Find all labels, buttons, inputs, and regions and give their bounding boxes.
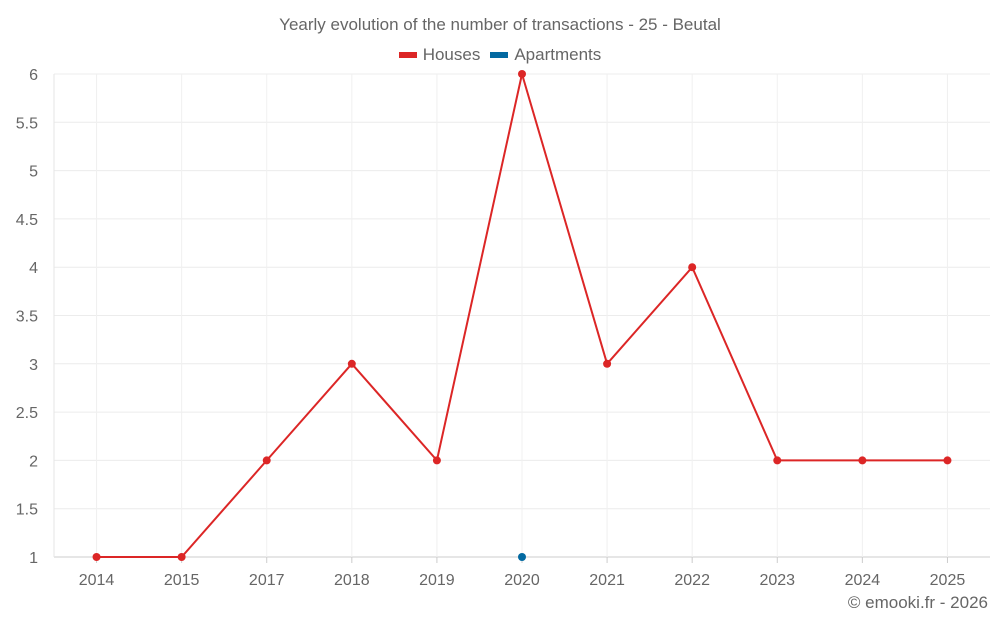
- chart-title: Yearly evolution of the number of transa…: [279, 15, 721, 34]
- y-tick-label: 4.5: [16, 212, 38, 229]
- data-point-houses[interactable]: [688, 263, 697, 272]
- data-point-houses[interactable]: [92, 553, 101, 561]
- y-tick-label: 3: [29, 357, 38, 374]
- x-tick-label: 2025: [930, 572, 966, 589]
- data-point-apartments[interactable]: [518, 553, 526, 561]
- data-point-houses[interactable]: [177, 553, 186, 561]
- data-point-houses[interactable]: [432, 456, 441, 465]
- x-tick-label: 2023: [759, 572, 795, 589]
- data-point-houses[interactable]: [518, 70, 526, 78]
- y-tick-label: 1.5: [16, 502, 38, 519]
- y-tick-label: 1: [29, 550, 38, 567]
- x-tick-label: 2017: [249, 572, 285, 589]
- x-tick-label: 2021: [589, 572, 625, 589]
- legend-item-houses[interactable]: Houses: [398, 45, 481, 65]
- x-tick-label: 2014: [79, 572, 115, 589]
- legend-item-apartments[interactable]: Apartments: [490, 45, 601, 65]
- y-tick-label: 2.5: [16, 405, 38, 422]
- legend-swatch-apartments: [490, 52, 509, 58]
- legend-swatch-houses: [398, 52, 417, 58]
- legend-label-apartments: Apartments: [514, 45, 602, 64]
- x-tick-label: 2018: [334, 572, 370, 589]
- y-tick-label: 5: [29, 164, 38, 181]
- x-tick-label: 2020: [504, 572, 540, 589]
- data-point-houses[interactable]: [347, 359, 356, 368]
- data-point-houses[interactable]: [943, 456, 952, 465]
- data-point-houses[interactable]: [773, 456, 782, 465]
- data-point-houses[interactable]: [262, 456, 271, 465]
- y-tick-label: 5.5: [16, 115, 38, 132]
- copyright-footer: © emooki.fr - 2026: [847, 593, 988, 612]
- y-tick-label: 4: [29, 260, 38, 277]
- y-tick-label: 6: [29, 67, 38, 84]
- data-point-houses[interactable]: [858, 456, 867, 465]
- legend-label-houses: Houses: [422, 45, 481, 64]
- x-tick-label: 2024: [845, 572, 881, 589]
- x-tick-label: 2022: [674, 572, 710, 589]
- x-tick-label: 2019: [419, 572, 455, 589]
- x-tick-label: 2015: [164, 572, 200, 589]
- data-point-houses[interactable]: [603, 359, 612, 368]
- y-tick-label: 2: [29, 453, 38, 470]
- y-tick-label: 3.5: [16, 309, 38, 326]
- legend: Houses Apartments: [0, 45, 1000, 65]
